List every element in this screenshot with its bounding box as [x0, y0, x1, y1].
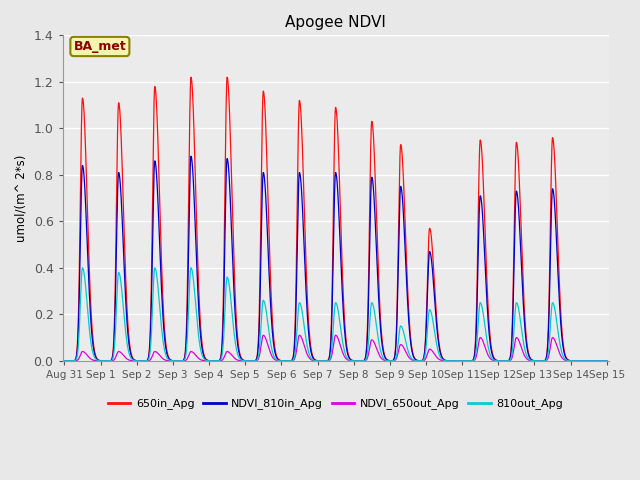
NDVI_650out_Apg [413, 358, 421, 364]
NDVI_650out_Apg [603, 358, 611, 364]
NDVI_810in_Apg [268, 321, 276, 326]
NDVI_650out_Apg [386, 358, 394, 364]
810out_Apg [413, 358, 421, 364]
650in_Apg [386, 358, 394, 363]
Line: 810out_Apg: 810out_Apg [65, 268, 607, 361]
810out_Apg [61, 358, 68, 364]
650in_Apg [268, 305, 276, 311]
NDVI_810in_Apg [386, 358, 394, 363]
NDVI_650out_Apg [61, 358, 68, 364]
NDVI_810in_Apg [465, 358, 473, 364]
650in_Apg [159, 296, 167, 302]
650in_Apg [61, 358, 68, 364]
810out_Apg [386, 358, 394, 364]
650in_Apg [465, 358, 473, 364]
Line: 650in_Apg: 650in_Apg [65, 77, 607, 361]
Y-axis label: umol/(m^ 2*s): umol/(m^ 2*s) [15, 155, 28, 242]
650in_Apg [413, 358, 421, 363]
810out_Apg [465, 358, 473, 364]
810out_Apg [159, 338, 167, 344]
650in_Apg [603, 358, 611, 364]
NDVI_650out_Apg [507, 358, 515, 363]
Line: NDVI_650out_Apg: NDVI_650out_Apg [65, 335, 607, 361]
NDVI_810in_Apg [61, 358, 68, 364]
650in_Apg [223, 74, 231, 80]
NDVI_810in_Apg [507, 354, 515, 360]
810out_Apg [603, 358, 611, 364]
NDVI_650out_Apg [268, 353, 276, 359]
Legend: 650in_Apg, NDVI_810in_Apg, NDVI_650out_Apg, 810out_Apg: 650in_Apg, NDVI_810in_Apg, NDVI_650out_A… [104, 394, 568, 414]
NDVI_810in_Apg [187, 154, 195, 159]
NDVI_650out_Apg [465, 358, 473, 364]
650in_Apg [507, 353, 515, 359]
Title: Apogee NDVI: Apogee NDVI [285, 15, 386, 30]
Text: BA_met: BA_met [74, 40, 126, 53]
NDVI_810in_Apg [603, 358, 611, 364]
810out_Apg [507, 357, 515, 362]
NDVI_810in_Apg [413, 358, 421, 363]
Line: NDVI_810in_Apg: NDVI_810in_Apg [65, 156, 607, 361]
810out_Apg [268, 346, 276, 352]
NDVI_650out_Apg [259, 332, 267, 338]
NDVI_810in_Apg [159, 313, 167, 319]
NDVI_650out_Apg [159, 356, 167, 361]
810out_Apg [151, 265, 159, 271]
